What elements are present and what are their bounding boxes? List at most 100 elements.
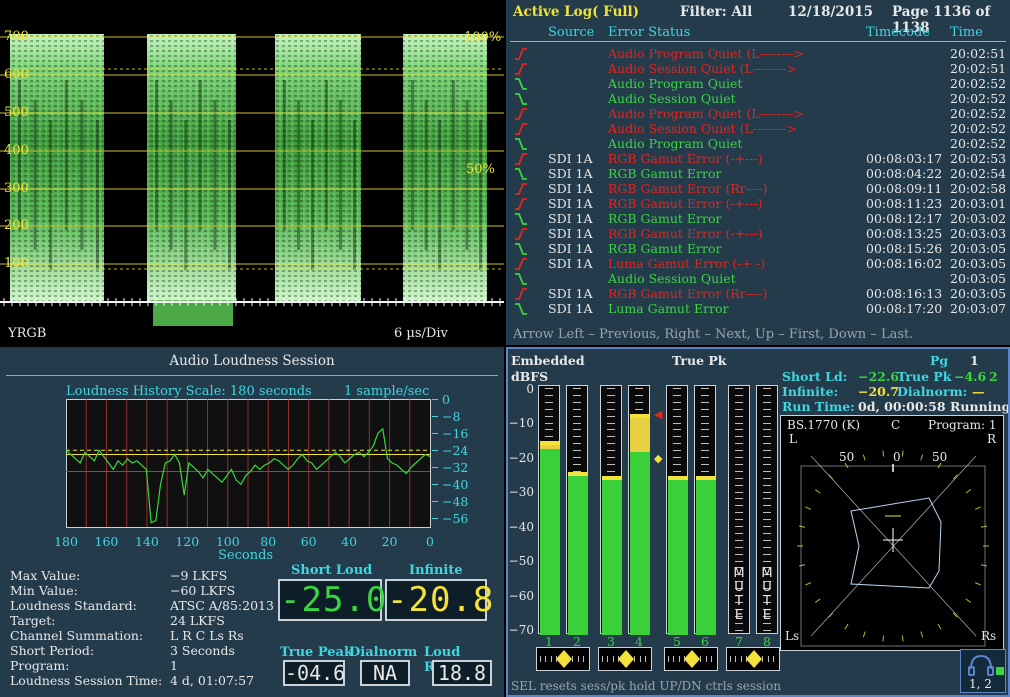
headphone-icon (968, 654, 994, 676)
log-row-status: Audio Session Quiet (608, 271, 736, 286)
meter-peak-hold (602, 475, 622, 480)
log-page-indicator: Page 1136 of 1138 (892, 4, 991, 36)
meter-tick (701, 450, 709, 452)
log-row[interactable]: SDI 1A RGB Gamut Error 00:08:04:22 20:02:54 (506, 166, 1010, 181)
meter-scale-label: −30 (508, 485, 534, 500)
audio-footer-help: SEL resets sess/pk hold UP/DN ctrls sess… (511, 679, 781, 693)
log-row[interactable]: SDI 1A RGB Gamut Error (-+---) 00:08:03:17… (506, 151, 1010, 166)
meter-tick (735, 595, 743, 596)
infinite-meter-label: Infinite: (782, 384, 839, 399)
log-row[interactable]: SDI 1A RGB Gamut Error (-+---) 00:08:11:23… (506, 196, 1010, 211)
short-ld-value: −22.6 (858, 369, 899, 384)
waveform-y-tick-label: 100 (4, 256, 29, 271)
surround-arc-tick (805, 506, 811, 510)
loudness-x-tick-label: 20 (381, 534, 398, 549)
meter-tick (545, 422, 553, 424)
log-row[interactable]: Audio Session Quiet (L--------> 20:02:52 (506, 121, 1010, 136)
dialnorm-meter-label: Dialnorm: (897, 384, 968, 399)
log-row[interactable]: Audio Session Quiet 20:03:05 (506, 271, 1010, 286)
loudness-title-divider (6, 375, 498, 376)
true-peak-marker-icon: ◀ (654, 407, 663, 421)
meter-peak-region (540, 445, 560, 449)
log-row-time: 20:02:53 (950, 151, 1007, 166)
error-cleared-edge-icon (515, 78, 527, 90)
surround-arc-tick (901, 450, 904, 457)
log-row[interactable]: SDI 1A Luma Gamut Error 00:08:17:20 20:03:0… (506, 301, 1010, 316)
meter-tick (701, 388, 709, 389)
log-row-source: SDI 1A (548, 226, 593, 241)
error-log-panel[interactable]: Active Log( Full) Filter: All 12/18/2015… (506, 0, 1010, 345)
phase-tick (577, 656, 579, 662)
phase-correlation-meter (726, 647, 780, 671)
log-header-time: Time (950, 25, 983, 40)
meter-tick (701, 394, 709, 396)
meter-mute-letter: T (763, 594, 771, 609)
log-row[interactable]: Audio Program Quiet 20:02:52 (506, 136, 1010, 151)
loudness-y-tick (432, 450, 438, 452)
phase-tick (730, 656, 731, 662)
meter-tick (607, 408, 615, 410)
phase-tick (678, 656, 680, 662)
audio-meter-panel[interactable]: Embedded dBFS True Pk Pg 1 Short Ld: −22… (506, 347, 1010, 697)
meter-tick (673, 429, 681, 431)
meter-tick (545, 436, 553, 438)
surround-ls-label: Ls (785, 629, 800, 643)
waveform-panel[interactable]: 100% 50% YRGB 6 µs/Div 700 600 500 400 300 20… (0, 0, 504, 345)
meter-peak-hold (696, 475, 716, 480)
meter-tick (607, 388, 615, 389)
meter-tick (673, 443, 681, 445)
meter-tick (763, 450, 771, 452)
loudness-session-panel[interactable]: Audio Loudness Session Loudness History … (0, 347, 504, 697)
true-peak-label: True Peak (280, 645, 353, 660)
log-row-source: SDI 1A (548, 241, 593, 256)
log-row[interactable]: SDI 1A Luma Gamut Error (-+ -) 00:08:16:02… (506, 256, 1010, 271)
run-state: Running (950, 399, 1010, 414)
meter-tick (763, 491, 771, 493)
phase-tick (634, 656, 636, 662)
log-row[interactable]: SDI 1A RGB Gamut Error 00:08:15:26 20:03:05 (506, 241, 1010, 256)
log-row[interactable]: Audio Program Quiet 20:02:52 (506, 76, 1010, 91)
meter-tick (573, 388, 581, 389)
surround-left-label: L (789, 432, 797, 446)
meter-channel-label: 8 (763, 634, 771, 649)
headphone-monitor-button[interactable]: 1, 2 (960, 649, 1006, 693)
log-row[interactable]: Audio Program Quiet (L--------> 20:02:52 (506, 106, 1010, 121)
log-filter[interactable]: Filter: All (680, 4, 753, 20)
log-row[interactable]: Audio Session Quiet (L--------> 20:02:51 (506, 61, 1010, 76)
log-row-source: SDI 1A (548, 211, 593, 226)
log-row[interactable]: SDI 1A RGB Gamut Error (-+---) 00:08:13:25… (506, 226, 1010, 241)
meter-peak-hold (668, 475, 688, 480)
error-rising-edge-icon (515, 288, 527, 300)
meter-tick (763, 615, 771, 617)
meter-tick (763, 560, 771, 562)
log-row-time: 20:02:52 (950, 91, 1007, 106)
log-row[interactable]: SDI 1A RGB Gamut Error 00:08:12:17 20:03:02 (506, 211, 1010, 226)
meter-tick (735, 526, 743, 527)
log-row-timecode: 00:08:16:13 (866, 286, 943, 301)
meter-tick (763, 477, 771, 479)
log-row-timecode: 00:08:16:02 (866, 256, 943, 271)
run-time-label: Run Time: (782, 399, 855, 414)
log-row-status: RGB Gamut Error (-+---) (608, 226, 763, 241)
log-row[interactable]: SDI 1A RGB Gamut Error (Rr----) 00:08:09:1… (506, 181, 1010, 196)
log-table[interactable]: Audio Program Quiet (L--------> 20:02:51 A… (506, 46, 1010, 318)
surround-tick-50-right: 50 (932, 450, 948, 464)
log-row[interactable]: SDI 1A RGB Gamut Error (Rr----) 00:08:16:1… (506, 286, 1010, 301)
meter-tick (701, 422, 709, 424)
log-row-time: 20:03:01 (950, 196, 1007, 211)
surround-arc-tick (975, 506, 981, 510)
meter-tick (701, 470, 709, 472)
loudness-stat-label: Loudness Session Time: (10, 673, 163, 688)
log-row[interactable]: Audio Program Quiet (L--------> 20:02:51 (506, 46, 1010, 61)
meter-tick (607, 436, 615, 438)
error-cleared-edge-icon (515, 303, 527, 315)
meter-tick (763, 443, 771, 445)
waveform-y-tick-label: 300 (4, 181, 29, 196)
log-row[interactable]: Audio Session Quiet 20:02:52 (506, 91, 1010, 106)
phase-correlation-meter (664, 647, 718, 671)
meter-tick (735, 436, 743, 438)
true-pk-channel: 2 (989, 369, 998, 384)
loudness-y-tick (432, 399, 438, 400)
meter-tick (735, 629, 743, 631)
meter-tick (763, 484, 771, 486)
